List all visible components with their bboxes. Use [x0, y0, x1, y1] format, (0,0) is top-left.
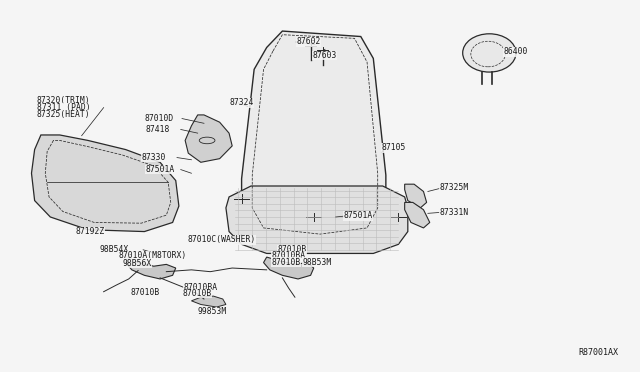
Text: 87501A: 87501A	[344, 211, 373, 220]
Polygon shape	[31, 135, 179, 231]
Text: 87320(TRIM): 87320(TRIM)	[36, 96, 90, 105]
Text: 87325M: 87325M	[439, 183, 468, 192]
Text: 87010B: 87010B	[271, 258, 300, 267]
Text: 98B54X: 98B54X	[99, 245, 129, 254]
Text: R87001AX: R87001AX	[578, 347, 618, 357]
Text: 87010A(M8TORX): 87010A(M8TORX)	[118, 251, 186, 260]
Text: 87010B: 87010B	[131, 288, 160, 297]
Polygon shape	[404, 202, 430, 228]
Text: 87325(HEAT): 87325(HEAT)	[36, 110, 90, 119]
Text: 87010B: 87010B	[277, 245, 307, 254]
Text: 87602: 87602	[296, 38, 321, 46]
Text: 86400: 86400	[503, 47, 527, 56]
Text: 87330: 87330	[141, 153, 166, 162]
Text: 87324: 87324	[229, 98, 253, 108]
Text: 98B53M: 98B53M	[303, 258, 332, 267]
Text: 87331N: 87331N	[439, 208, 468, 217]
Ellipse shape	[463, 34, 516, 72]
Text: 87010D: 87010D	[145, 114, 173, 123]
Polygon shape	[226, 186, 408, 253]
Text: 87192Z: 87192Z	[76, 227, 105, 236]
Text: 87105: 87105	[381, 143, 406, 152]
Text: 99853M: 99853M	[198, 307, 227, 316]
Polygon shape	[125, 257, 176, 279]
Text: 87603: 87603	[312, 51, 337, 60]
Text: 87010B: 87010B	[182, 289, 211, 298]
Text: 87010BA: 87010BA	[183, 283, 218, 292]
Polygon shape	[185, 115, 232, 162]
Polygon shape	[264, 257, 314, 279]
Text: 87010C(WASHER): 87010C(WASHER)	[187, 235, 255, 244]
Text: 87010BA: 87010BA	[271, 251, 305, 260]
Text: 87311 (PAD): 87311 (PAD)	[36, 103, 90, 112]
Polygon shape	[404, 184, 427, 208]
Text: 87501A: 87501A	[146, 165, 175, 174]
Text: 98B56X: 98B56X	[122, 259, 152, 268]
Polygon shape	[242, 31, 386, 244]
Polygon shape	[191, 296, 226, 307]
Text: 87418: 87418	[146, 125, 170, 134]
